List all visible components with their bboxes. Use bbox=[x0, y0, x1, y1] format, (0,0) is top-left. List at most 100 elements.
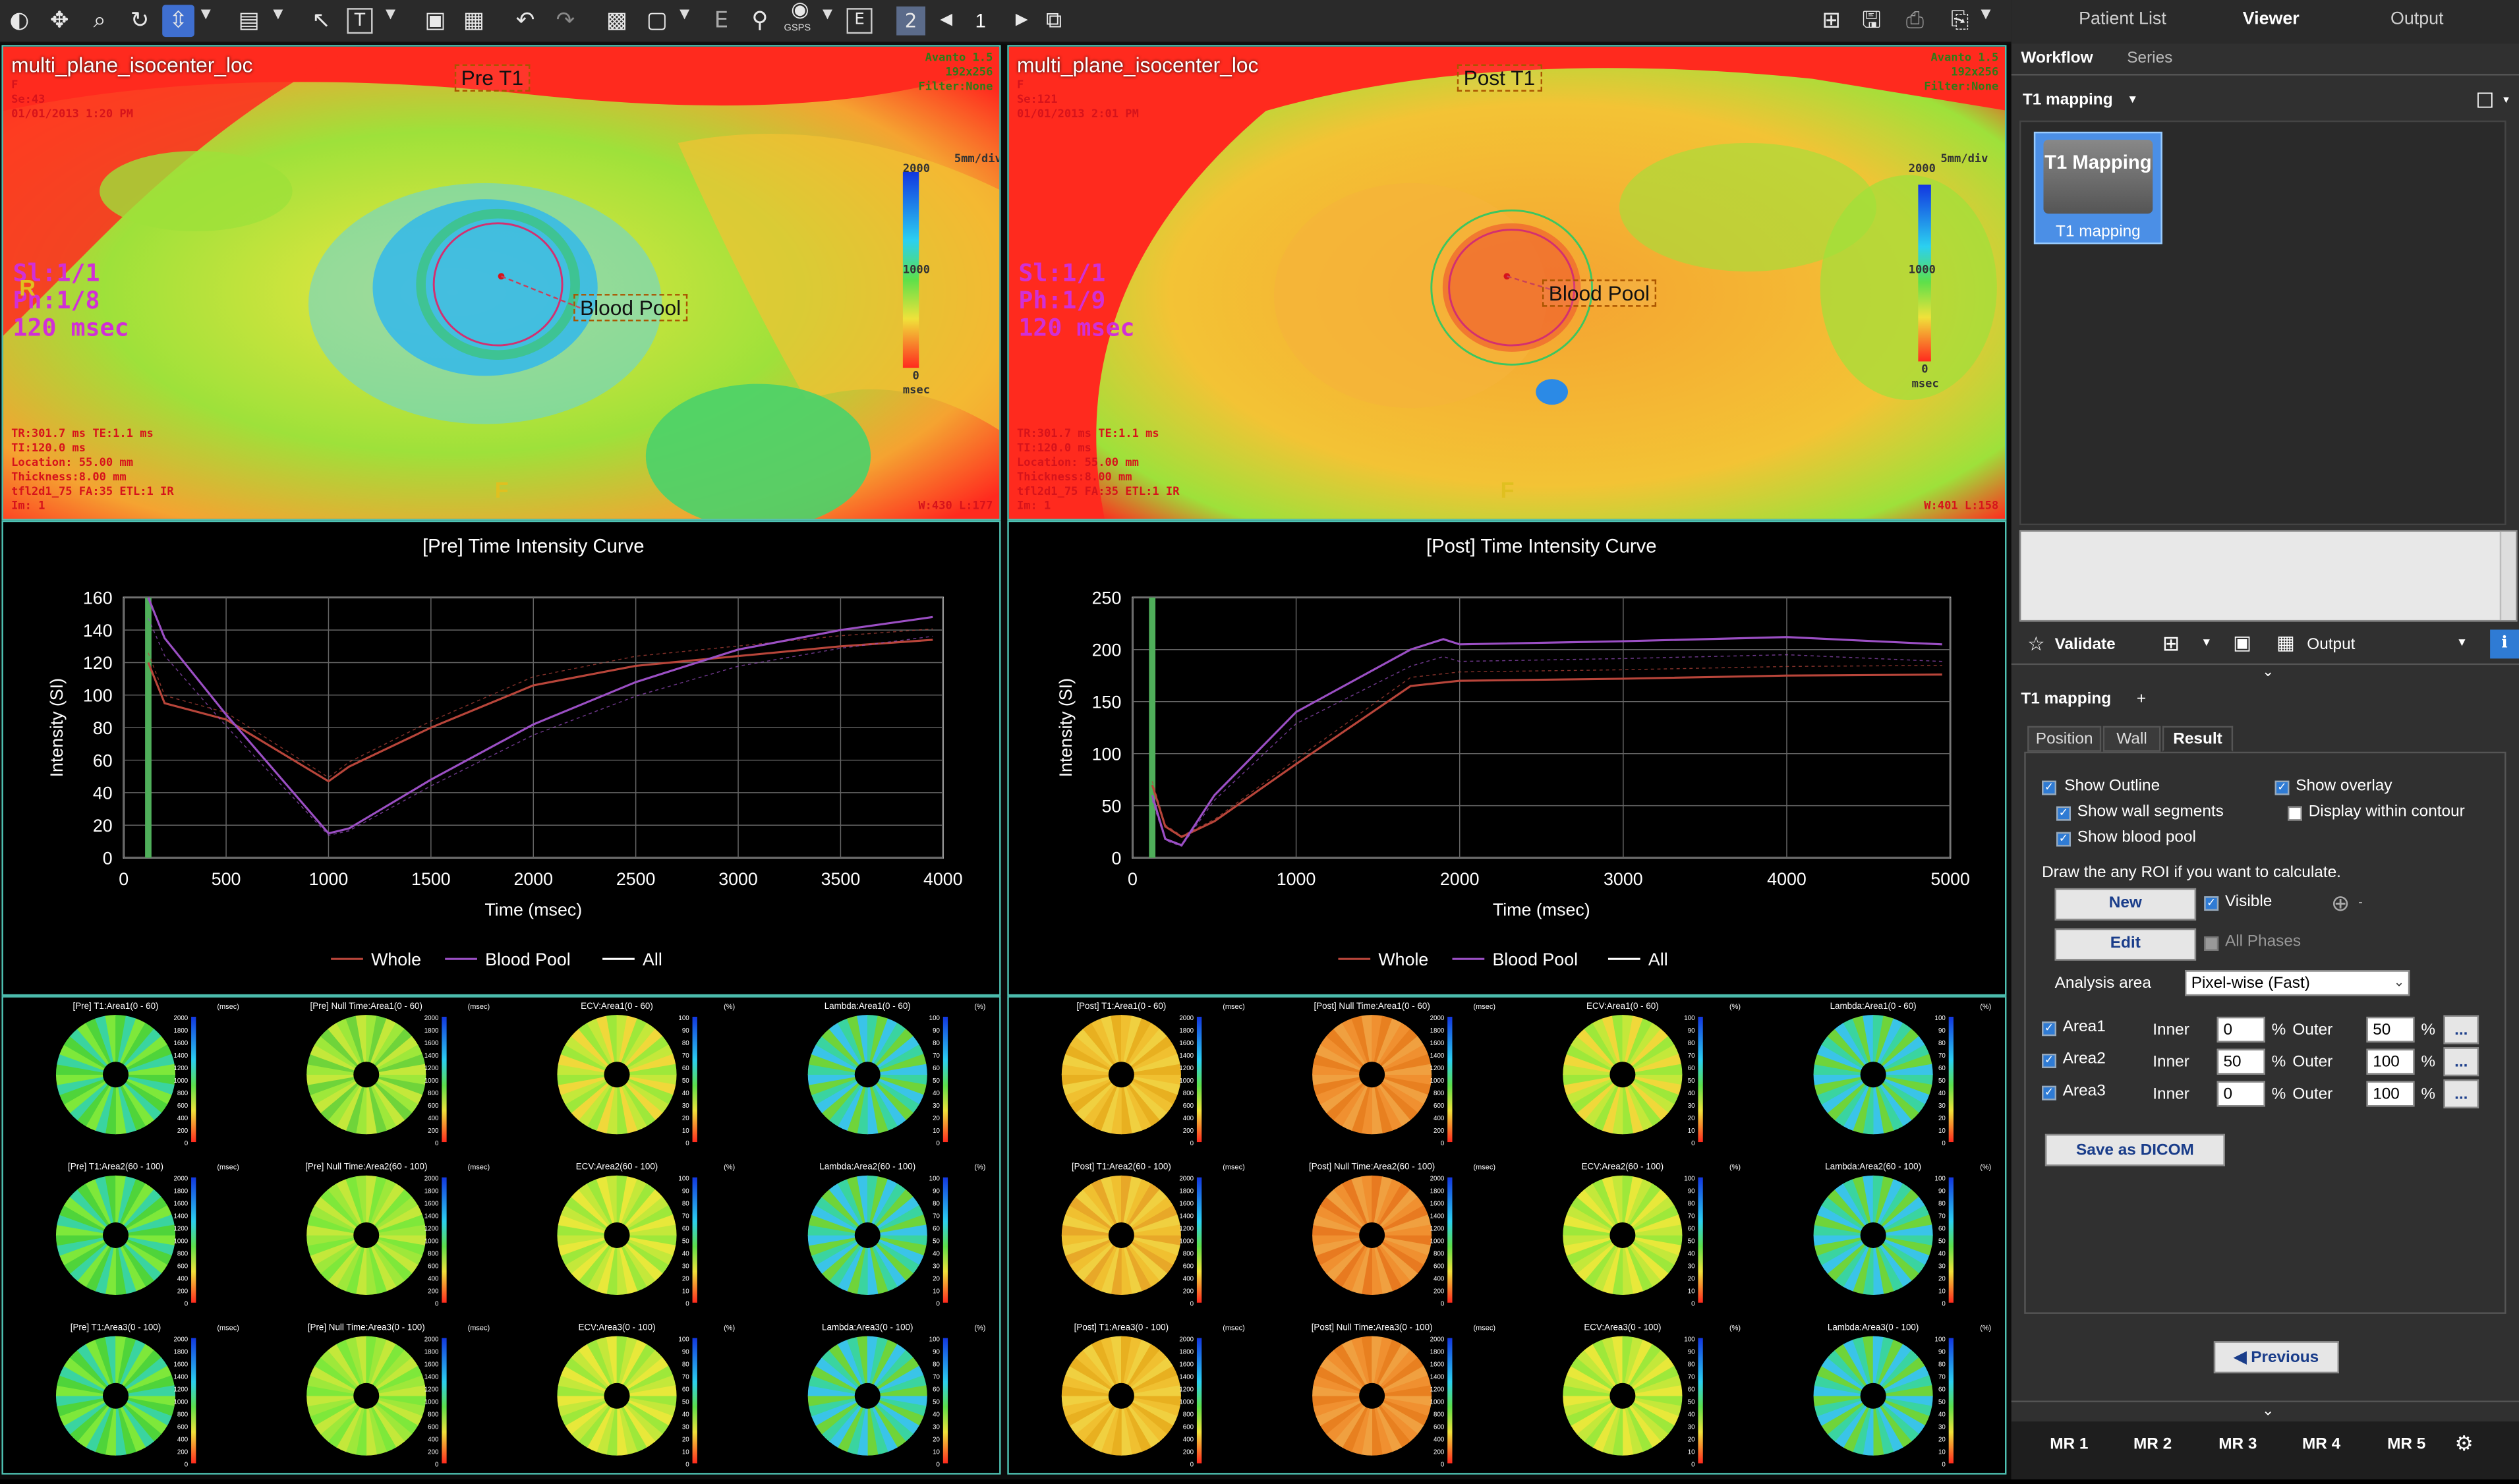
time-intensity-chart-pre[interactable]: [Pre] Time Intensity Curve 0 500 1000 1500 20… bbox=[1, 520, 1001, 996]
color-map-icon[interactable]: ▩ bbox=[606, 8, 628, 34]
add-icon[interactable]: ⊞ bbox=[1822, 8, 1841, 34]
sync-icon[interactable]: ⧉ bbox=[1045, 8, 1062, 34]
collapse-icon[interactable]: ⌄ bbox=[2262, 663, 2274, 680]
workflow-menu-icon[interactable]: ☐ bbox=[2476, 88, 2495, 113]
grid-icon[interactable]: ▦ bbox=[2276, 631, 2295, 654]
time-intensity-chart-post[interactable]: [Post] Time Intensity Curve 0 1000 2000 3000… bbox=[1007, 520, 2007, 996]
settings-icon[interactable]: ⚙ bbox=[2454, 1431, 2474, 1456]
next-frame-icon[interactable]: ▶ bbox=[1015, 11, 1028, 29]
show-overlay-checkbox[interactable]: ✓ bbox=[2274, 780, 2290, 795]
undo-icon[interactable]: ↶ bbox=[515, 8, 535, 34]
scrollbar[interactable] bbox=[2499, 531, 2516, 620]
mr4-button[interactable]: MR 4 bbox=[2302, 1436, 2341, 1454]
area1-checkbox[interactable]: ✓ bbox=[2042, 1021, 2056, 1037]
gsps-dropdown-icon[interactable]: ▼ bbox=[823, 6, 833, 21]
image-viewport-pre[interactable]: multi_plane_isocenter_loc F Se:43 01/01/… bbox=[1, 45, 1001, 521]
rotate-icon[interactable]: ↻ bbox=[130, 8, 150, 34]
subtab-position[interactable]: Position bbox=[2027, 726, 2102, 752]
show-wall-segments-checkbox[interactable]: ✓ bbox=[2056, 806, 2071, 821]
chevron-down-icon[interactable]: ⌄ bbox=[2393, 975, 2405, 990]
dropdown-icon[interactable]: - bbox=[2358, 894, 2363, 909]
workflow-dropdown[interactable]: T1 mapping bbox=[2022, 91, 2113, 109]
mr5-button[interactable]: MR 5 bbox=[2387, 1436, 2426, 1454]
previous-button[interactable]: ◀ Previous bbox=[2213, 1341, 2339, 1374]
image-viewport-post[interactable]: multi_plane_isocenter_loc F Se:121 01/01… bbox=[1007, 45, 2007, 521]
text-dropdown-icon[interactable]: ▼ bbox=[386, 6, 396, 21]
area2-outer-input[interactable]: 100 bbox=[2366, 1048, 2415, 1075]
new-roi-button[interactable]: New bbox=[2054, 888, 2197, 921]
add-icon[interactable]: ⊞ bbox=[2162, 631, 2180, 656]
tab-series[interactable]: Series bbox=[2127, 49, 2173, 68]
mr2-button[interactable]: MR 2 bbox=[2133, 1436, 2172, 1454]
validate-button[interactable]: Validate bbox=[2054, 636, 2116, 654]
save-icon[interactable]: ▣ bbox=[2233, 631, 2251, 654]
area3-options-button[interactable]: ... bbox=[2443, 1079, 2479, 1108]
add-section-icon[interactable]: + bbox=[2136, 691, 2147, 708]
all-phases-checkbox[interactable] bbox=[2204, 936, 2219, 951]
tab-viewer[interactable]: Viewer bbox=[2242, 9, 2300, 29]
mr3-button[interactable]: MR 3 bbox=[2218, 1436, 2257, 1454]
roi-label-blood-pool[interactable]: Blood Pool bbox=[1542, 279, 1656, 307]
roi-icon[interactable]: ▢ bbox=[646, 8, 668, 34]
roi-dropdown-icon[interactable]: ▼ bbox=[680, 6, 690, 21]
area1-inner-input[interactable]: 0 bbox=[2216, 1016, 2265, 1042]
chevron-down-icon[interactable]: ▼ bbox=[2456, 637, 2468, 649]
zoom-icon[interactable]: ⌕ bbox=[93, 8, 106, 34]
display-within-contour-checkbox[interactable] bbox=[2288, 806, 2302, 821]
page-icon[interactable]: 2 bbox=[896, 6, 925, 36]
y-tick-label: 250 bbox=[1092, 588, 1122, 608]
area3-inner-input[interactable]: 0 bbox=[2216, 1081, 2265, 1107]
visible-checkbox[interactable]: ✓ bbox=[2204, 896, 2219, 911]
contrast-icon[interactable]: ◐ bbox=[9, 8, 30, 34]
redo-icon[interactable]: ↷ bbox=[556, 8, 575, 34]
tab-patient-list[interactable]: Patient List bbox=[2079, 9, 2166, 29]
area1-options-button[interactable]: ... bbox=[2443, 1015, 2479, 1044]
show-outline-checkbox[interactable]: ✓ bbox=[2042, 780, 2056, 795]
layout-icon[interactable]: ▣ bbox=[424, 8, 446, 34]
tab-output[interactable]: Output bbox=[2390, 9, 2444, 29]
series-tag-label[interactable]: Pre T1 bbox=[454, 64, 530, 92]
export-icon[interactable]: E bbox=[846, 8, 873, 34]
chevron-down-icon[interactable]: ▼ bbox=[2127, 94, 2139, 106]
pointer-icon[interactable]: ↖ bbox=[312, 8, 331, 34]
subtab-wall[interactable]: Wall bbox=[2102, 726, 2161, 752]
add-circle-icon[interactable]: ⊕ bbox=[2331, 890, 2350, 916]
subtab-result[interactable]: Result bbox=[2162, 726, 2234, 752]
chevron-down-icon[interactable]: ▼ bbox=[2501, 96, 2511, 106]
area2-options-button[interactable]: ... bbox=[2443, 1047, 2479, 1077]
output-dropdown[interactable]: Output bbox=[2307, 636, 2356, 654]
pan-icon[interactable]: ✥ bbox=[49, 8, 69, 34]
edit-roi-button[interactable]: Edit bbox=[2054, 928, 2197, 961]
collapse-icon[interactable]: ⌄ bbox=[2262, 1402, 2274, 1419]
probe-icon[interactable]: ⚲ bbox=[751, 8, 768, 34]
analysis-area-select[interactable]: Pixel-wise (Fast) bbox=[2185, 970, 2410, 996]
window-level-dropdown-icon[interactable]: ▼ bbox=[200, 6, 211, 21]
mr1-button[interactable]: MR 1 bbox=[2050, 1436, 2089, 1454]
roi-label-blood-pool[interactable]: Blood Pool bbox=[573, 294, 687, 322]
show-blood-pool-checkbox[interactable]: ✓ bbox=[2056, 832, 2071, 847]
save-icon[interactable]: 🖫 bbox=[1862, 8, 1882, 34]
area2-inner-input[interactable]: 50 bbox=[2216, 1048, 2265, 1075]
area3-checkbox[interactable]: ✓ bbox=[2042, 1085, 2056, 1100]
series-tag-label[interactable]: Post T1 bbox=[1457, 64, 1542, 92]
prev-frame-icon[interactable]: ◀ bbox=[940, 11, 953, 29]
text-annotation-icon[interactable]: T bbox=[347, 8, 373, 34]
edit-icon[interactable]: E bbox=[714, 8, 729, 34]
ruler-dropdown-icon[interactable]: ▼ bbox=[273, 6, 283, 21]
area3-outer-input[interactable]: 100 bbox=[2366, 1081, 2415, 1107]
grid-icon[interactable]: ▦ bbox=[463, 8, 485, 34]
area1-outer-input[interactable]: 50 bbox=[2366, 1016, 2415, 1042]
window-level-icon[interactable]: ⇳ bbox=[162, 5, 194, 38]
tab-workflow[interactable]: Workflow bbox=[2021, 49, 2093, 68]
chevron-down-icon[interactable]: ▼ bbox=[2201, 637, 2213, 649]
save-as-dicom-button[interactable]: Save as DICOM bbox=[2044, 1133, 2225, 1166]
print-icon[interactable]: ⎘ bbox=[1951, 8, 1969, 34]
eye-icon[interactable]: ◉ bbox=[791, 0, 809, 23]
screenshot-icon[interactable]: ⎙ bbox=[1905, 8, 1925, 34]
area2-checkbox[interactable]: ✓ bbox=[2042, 1054, 2056, 1068]
t1-mapping-thumbnail[interactable]: T1 Mapping T1 mapping bbox=[2033, 131, 2162, 244]
bullseye-title: [Pre] Null Time:Area2(60 - 100) bbox=[305, 1162, 427, 1172]
print-dropdown-icon[interactable]: ▼ bbox=[1981, 6, 1991, 21]
ruler-icon[interactable]: ▤ bbox=[238, 8, 260, 34]
info-icon[interactable]: ℹ bbox=[2490, 629, 2519, 659]
